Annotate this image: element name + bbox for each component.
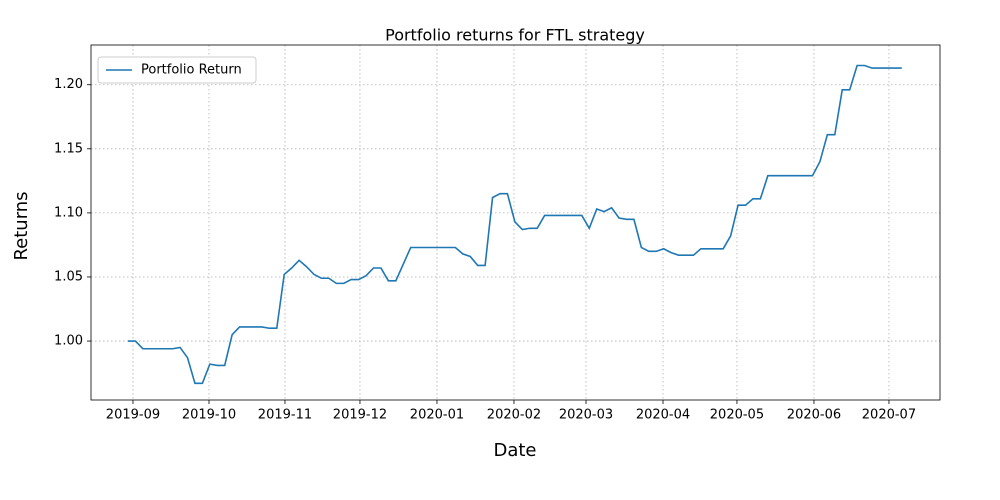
x-tick-label: 2020-03 [559, 408, 613, 423]
legend-label: Portfolio Return [141, 63, 242, 78]
plot-frame [90, 44, 941, 401]
chart-title: Portfolio returns for FTL strategy [385, 26, 645, 45]
y-tick-label: 1.05 [54, 269, 83, 284]
y-tick-label: 1.20 [54, 77, 83, 92]
x-tick-label: 2020-04 [636, 408, 690, 423]
x-tick-label: 2020-01 [410, 408, 464, 423]
y-tick-label: 1.15 [54, 141, 83, 156]
y-tick-label: 1.00 [54, 334, 83, 349]
x-tick-label: 2020-06 [787, 408, 841, 423]
x-tick-label: 2020-07 [862, 408, 916, 423]
line-series [127, 64, 902, 385]
x-tick-label: 2019-09 [106, 408, 160, 423]
x-tick-label: 2019-10 [182, 408, 236, 423]
x-tick-label: 2020-02 [487, 408, 541, 423]
x-tick-label: 2020-05 [710, 408, 764, 423]
x-tick-label: 2019-12 [333, 408, 387, 423]
y-axis-label: Returns [11, 191, 32, 260]
y-tick-label: 1.10 [54, 205, 83, 220]
legend-box [97, 56, 257, 84]
x-axis-label: Date [493, 440, 536, 461]
x-tick-label: 2019-11 [258, 408, 312, 423]
